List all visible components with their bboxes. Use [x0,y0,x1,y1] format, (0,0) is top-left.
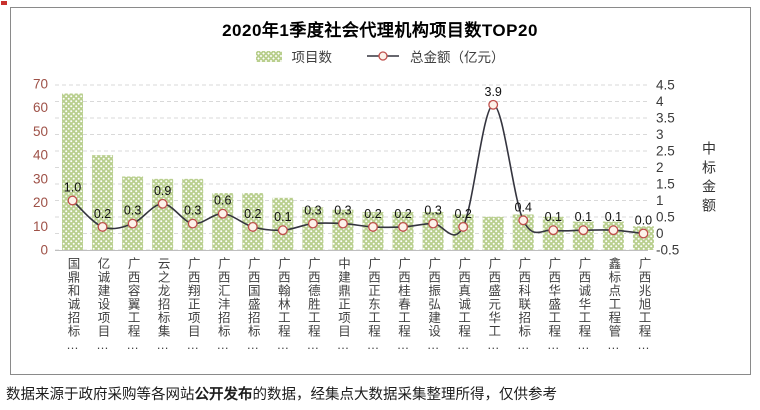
legend-label-line: 总金额（亿元） [410,50,505,65]
left-axis-tick: 10 [33,219,48,234]
bar [212,193,234,250]
line-marker [368,221,378,232]
bar [452,214,474,250]
data-label: 0.2 [364,207,381,221]
bar [512,214,534,250]
line-marker [608,225,619,236]
line-marker [638,228,649,239]
line-marker [518,215,529,226]
bar [182,178,204,250]
left-axis-tick: 60 [33,100,48,115]
bar [242,193,264,250]
line-marker [277,225,288,236]
line-marker [488,99,499,110]
plot-area: 1.0 0.2 0.3 0.9 0.3 0.6 0.2 0.1 0.3 0.3 0.2 0.2 0.3 0… [33,77,717,354]
data-label: 0.3 [424,204,441,218]
right-axis-tick: 3 [656,127,664,142]
line-marker [428,218,439,229]
left-axis-tick: 50 [33,124,48,139]
right-axis-tick: 0 [656,226,664,241]
right-axis-tick: 1 [656,193,664,208]
bar [332,209,354,250]
chart-title: 2020年1季度社会代理机构项目数TOP20 [222,21,538,40]
data-label: 0.3 [334,204,351,218]
bar [62,93,83,250]
data-label: 0.6 [214,194,231,208]
data-label: 0.2 [454,207,471,221]
data-label: 3.9 [485,85,502,99]
data-label: 0.3 [304,204,321,218]
bar [602,221,624,250]
line-legend-marker-icon [367,51,399,61]
left-axis-tick: 40 [33,148,48,163]
bar [122,176,144,250]
line-marker [157,198,168,209]
right-axis-tick: 3.5 [656,111,675,126]
data-label: 0.3 [184,204,201,218]
right-axis-tick: -0.5 [656,243,679,258]
left-axis-tick: 70 [33,77,48,92]
source-note: 数据来源于政府采购等各网站公开发布的数据，经集点大数据采集整理所得，仅供参考 [6,383,756,404]
legend-label-bars: 项目数 [291,50,333,65]
bar [572,221,594,250]
line-marker [548,225,559,236]
right-axis-tick: 4.5 [656,78,675,93]
line-marker [187,218,198,229]
bar [482,216,504,250]
data-label: 1.0 [64,181,81,195]
right-axis-tick: 1.5 [656,177,675,192]
data-label: 0.9 [154,184,171,198]
data-label: 0.1 [575,210,592,224]
bar [302,207,324,250]
right-axis-tick: 4 [656,94,664,109]
data-label: 0.1 [545,210,562,224]
source-note-prefix: 数据来源于政府采购等各网站 [6,387,195,403]
bar [152,178,174,250]
data-label: 0.0 [635,214,652,228]
chart-legend: 项目数 总金额（亿元） [0,46,760,66]
data-label: 0.2 [244,207,261,221]
line-marker [578,225,589,236]
left-axis-tick: 30 [33,171,48,186]
data-label: 0.4 [515,200,532,214]
line-marker [458,221,469,232]
combo-chart-svg: 1.0 0.2 0.3 0.9 0.3 0.6 0.2 0.1 0.3 0.3 0.2 0.2 0.3 0… [33,77,679,258]
data-label: 0.2 [94,207,111,221]
right-axis-title: 中标金额 [701,141,717,217]
bar [272,197,294,250]
data-label: 0.2 [394,207,411,221]
source-note-bold: 公开发布 [194,387,253,403]
bar [92,155,114,250]
data-label: 0.1 [605,210,622,224]
line-marker [127,218,138,229]
line-marker [338,218,348,229]
line-marker [247,221,258,232]
right-axis-tick: 2 [656,160,664,175]
data-label: 0.1 [274,210,291,224]
line-marker [307,218,318,229]
data-label: 0.3 [124,204,141,218]
line-marker [67,195,78,206]
red-corner-dash [1,1,7,5]
bar-legend-swatch-icon [255,50,282,62]
line-marker [217,208,228,219]
right-axis-tick: 2.5 [656,144,675,159]
left-axis-tick: 0 [40,243,48,258]
right-axis-tick: 0.5 [656,210,675,225]
source-note-suffix: 的数据，经集点大数据采集整理所得，仅供参考 [252,387,558,403]
bar [422,212,444,250]
left-axis-tick: 20 [33,195,48,210]
line-marker [97,221,108,232]
line-marker [398,221,409,232]
